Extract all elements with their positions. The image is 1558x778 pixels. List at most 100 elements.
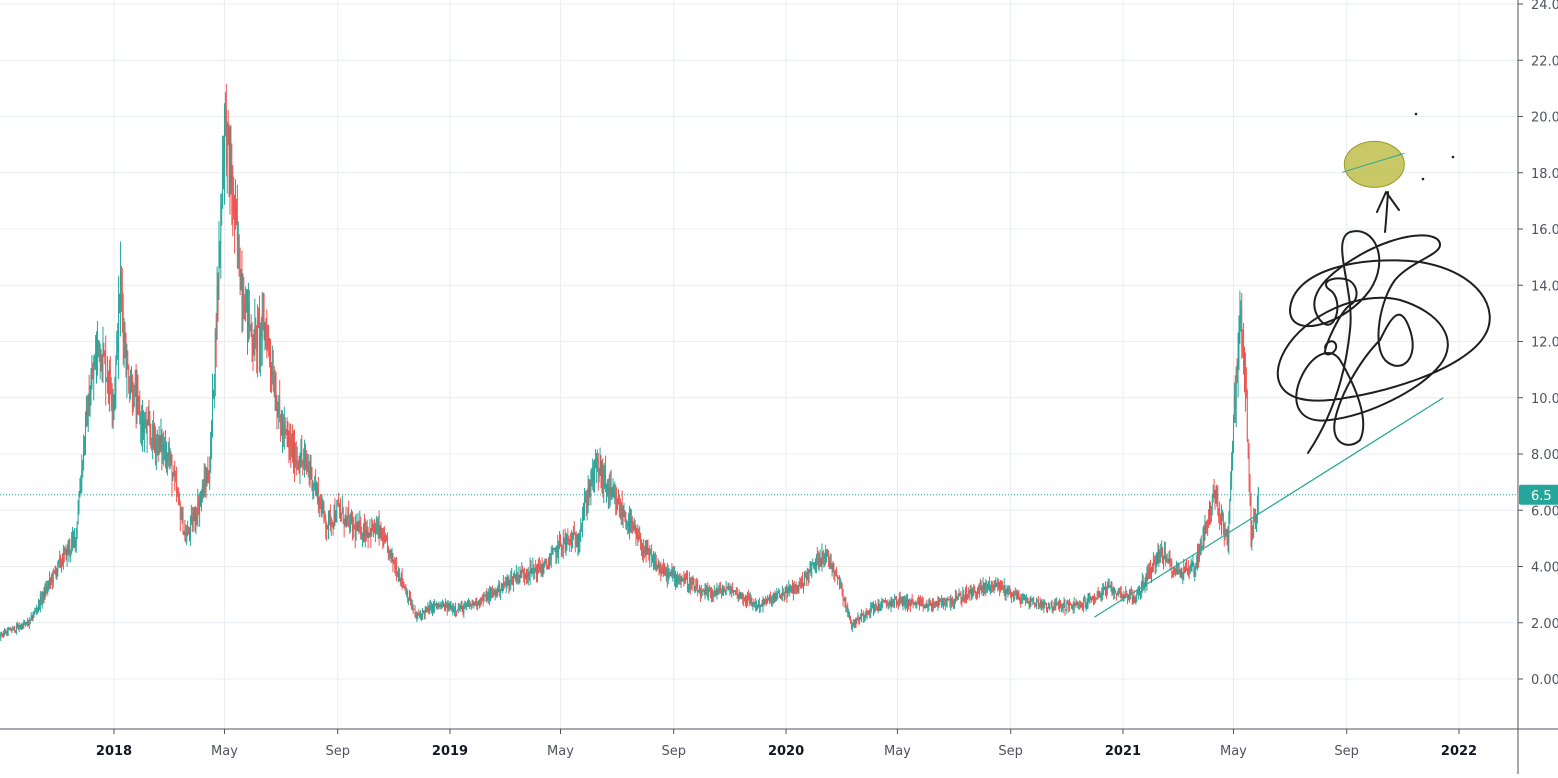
candle-body	[997, 581, 998, 585]
candle-body	[22, 623, 23, 628]
candle-body	[137, 392, 138, 411]
candle-body	[600, 463, 601, 470]
candle-body	[1196, 564, 1197, 566]
candle-body	[954, 599, 955, 603]
candle-body	[578, 544, 579, 545]
candle-body	[1048, 604, 1049, 608]
candle-body	[87, 407, 88, 425]
candle-body	[1147, 571, 1148, 574]
candle-body	[635, 526, 636, 530]
candle-body	[370, 528, 371, 533]
candle-body	[459, 607, 460, 610]
target-ellipse[interactable]	[1344, 141, 1404, 187]
candle-body	[846, 608, 847, 609]
candle-body	[249, 303, 250, 326]
candle-body	[1136, 592, 1137, 595]
candle-body	[546, 561, 547, 565]
candle-body	[732, 589, 733, 592]
candle-body	[244, 314, 245, 320]
candle-body	[706, 589, 707, 592]
candle-body	[468, 603, 469, 605]
candle-body	[916, 602, 917, 607]
candle-body	[126, 361, 127, 375]
candle-body	[720, 587, 721, 590]
candle-body	[1044, 603, 1045, 605]
candle-body	[827, 552, 828, 556]
candle-body	[280, 414, 281, 426]
candle-body	[528, 573, 529, 576]
candle-body	[1223, 514, 1224, 528]
candle-body	[39, 602, 40, 607]
candle-body	[90, 401, 91, 415]
candle-body	[580, 530, 581, 533]
candle-body	[438, 606, 439, 607]
candle-body	[1246, 388, 1247, 391]
candle-body	[942, 601, 943, 606]
candle-body	[217, 286, 218, 339]
trend-line[interactable]	[1094, 398, 1443, 617]
candle-body	[1176, 569, 1177, 572]
candle-body	[613, 491, 614, 492]
candle-body	[211, 425, 212, 438]
y-tick-label: 6.00	[1531, 504, 1558, 519]
candle-body	[159, 435, 160, 454]
freehand-scribble[interactable]	[1278, 231, 1490, 453]
candle-body	[859, 618, 860, 621]
candle-body	[996, 584, 997, 586]
candle-body	[308, 466, 309, 468]
candle-body	[322, 508, 323, 513]
candle-body	[742, 593, 743, 598]
candle-body	[1003, 589, 1004, 590]
candle-body	[327, 526, 328, 529]
candle-body	[207, 473, 208, 485]
candle-body	[275, 392, 276, 393]
candle-body	[1059, 602, 1060, 608]
candle-body	[1008, 587, 1009, 590]
candle-body	[767, 599, 768, 603]
candle-body	[318, 489, 319, 508]
candle-body	[1251, 527, 1252, 542]
candle-body	[832, 564, 833, 567]
candle-body	[1047, 608, 1048, 609]
candle-body	[1165, 551, 1166, 561]
candle-body	[744, 600, 745, 601]
candle-body	[1158, 553, 1159, 562]
candle-body	[40, 597, 41, 607]
candle-body	[452, 608, 453, 611]
candle-body	[523, 571, 524, 575]
candle-body	[1238, 348, 1239, 373]
candle-body	[726, 587, 727, 591]
candle-body	[781, 595, 782, 598]
candle-body	[120, 273, 121, 308]
candle-body	[634, 526, 635, 530]
candle-body	[41, 597, 42, 602]
candle-body	[554, 548, 555, 549]
candle-body	[643, 550, 644, 553]
y-tick-label: 0.00	[1531, 673, 1558, 688]
candle-body	[601, 463, 602, 479]
candle-body	[1000, 583, 1001, 589]
candle-body	[380, 526, 381, 535]
candle-body	[1125, 591, 1126, 596]
candle-body	[948, 598, 949, 599]
candle-body	[537, 564, 538, 575]
candle-body	[66, 549, 67, 559]
candle-body	[672, 574, 673, 576]
candle-body	[559, 539, 560, 542]
candle-body	[1085, 601, 1086, 607]
candle-body	[853, 621, 854, 626]
candle-body	[524, 575, 525, 577]
candle-body	[407, 592, 408, 600]
candle-body	[1170, 561, 1171, 564]
candle-body	[674, 573, 675, 578]
candle-body	[463, 606, 464, 612]
candle-body	[451, 606, 452, 611]
candle-body	[735, 590, 736, 591]
arrow-shaft[interactable]	[1385, 192, 1388, 232]
candle-body	[220, 205, 221, 243]
candle-body	[705, 589, 706, 594]
candle-body	[926, 605, 927, 608]
candle-body	[1186, 567, 1187, 570]
